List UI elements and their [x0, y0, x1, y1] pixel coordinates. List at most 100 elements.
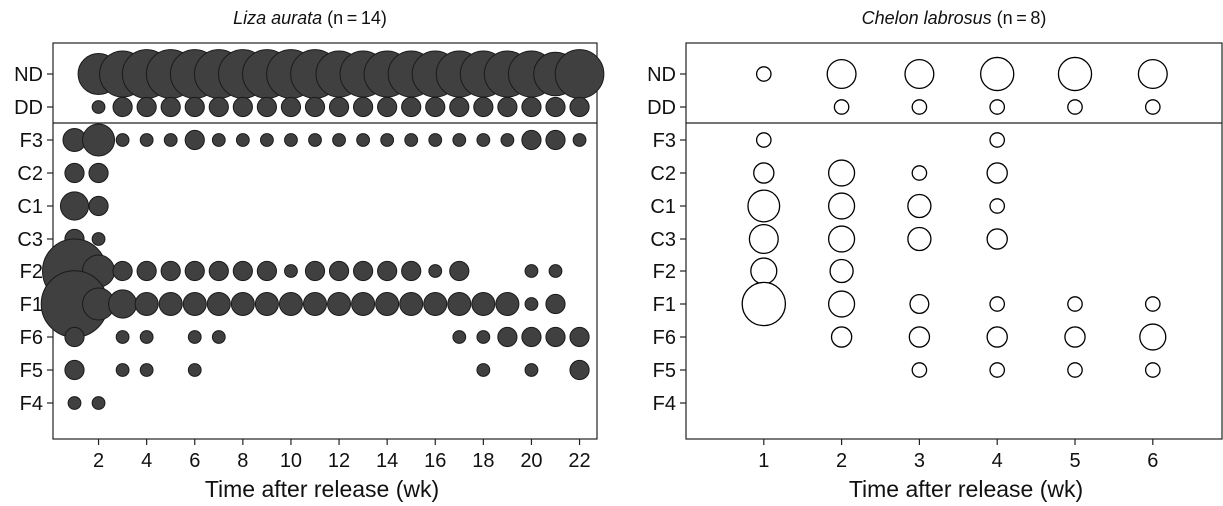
data-point [911, 165, 928, 181]
data-point [827, 225, 856, 253]
data-point [211, 330, 226, 344]
x-tick-label: 18 [472, 450, 494, 472]
x-tick-label: 12 [328, 450, 350, 472]
y-tick-label: F5 [20, 360, 43, 382]
data-point [907, 193, 932, 219]
data-point [139, 133, 154, 147]
data-point [308, 133, 322, 147]
data-point [569, 96, 590, 118]
data-point [1057, 56, 1093, 92]
data-point [911, 362, 928, 378]
data-point [235, 133, 250, 147]
data-point [82, 123, 116, 157]
data-point [524, 363, 539, 377]
data-point [471, 291, 496, 317]
data-point [524, 264, 539, 278]
data-point [425, 96, 446, 118]
data-point [136, 260, 157, 282]
chart-title: Liza aurata (n = 14) [233, 8, 387, 28]
x-tick-label: 16 [424, 450, 446, 472]
data-point [302, 291, 328, 317]
y-tick-label: ND [647, 64, 676, 86]
data-point [452, 330, 467, 344]
y-tick-label: C3 [17, 229, 43, 251]
data-point [1144, 296, 1161, 312]
data-point [521, 96, 542, 118]
data-point [184, 260, 205, 282]
x-tick-label: 5 [1069, 450, 1080, 472]
x-tick-label: 4 [992, 450, 1003, 472]
y-tick-label: C3 [650, 229, 676, 251]
data-point [184, 129, 205, 151]
data-point [497, 326, 518, 348]
data-point [64, 359, 85, 381]
data-point [908, 326, 931, 348]
data-point [449, 260, 470, 282]
data-point [278, 291, 303, 317]
data-point [91, 396, 106, 410]
data-point [112, 260, 133, 282]
y-tick-label: F5 [653, 360, 676, 382]
data-point [1137, 58, 1168, 90]
y-tick-label: F6 [20, 327, 43, 349]
data-point [755, 132, 772, 148]
data-point [206, 291, 231, 317]
data-point [208, 96, 229, 118]
data-point [328, 96, 350, 118]
x-tick-label: 10 [280, 450, 302, 472]
data-point [554, 49, 605, 99]
data-point [989, 99, 1006, 115]
data-point [986, 228, 1008, 250]
y-tick-label: ND [14, 64, 43, 86]
data-point [986, 162, 1008, 184]
data-point [404, 133, 419, 147]
data-point [304, 260, 326, 282]
x-tick-label: 2 [836, 450, 847, 472]
data-point [353, 96, 374, 118]
data-point [753, 162, 775, 184]
y-tick-label: C1 [650, 196, 676, 218]
x-tick-label: 22 [568, 450, 590, 472]
data-point [108, 289, 138, 319]
data-point [158, 291, 183, 317]
chart-title: Chelon labrosus (n = 8) [862, 8, 1047, 28]
data-point [473, 96, 494, 118]
data-point [986, 326, 1008, 348]
x-tick-label: 4 [141, 450, 152, 472]
chart-panel-chelon-labrosus: Chelon labrosus (n = 8) Time after relea… [647, 8, 1223, 502]
y-tick-label: F6 [653, 327, 676, 349]
data-point [447, 291, 472, 317]
data-point [826, 58, 857, 90]
plot-frame [52, 42, 598, 440]
data-point [256, 96, 277, 118]
data-point [377, 96, 398, 118]
data-point [500, 133, 515, 147]
x-tick-label: 8 [237, 450, 248, 472]
data-point [833, 99, 850, 115]
data-point [182, 291, 207, 317]
data-point [989, 132, 1006, 148]
data-point [284, 264, 298, 278]
data-point [88, 162, 109, 184]
y-tick-label: F1 [20, 294, 43, 316]
data-point [545, 96, 566, 118]
data-point [284, 133, 298, 147]
data-point [91, 100, 106, 114]
x-tick-label: 14 [376, 450, 398, 472]
data-point [115, 363, 130, 377]
data-point [476, 363, 491, 377]
data-point [909, 293, 930, 315]
data-point [452, 133, 467, 147]
data-point [521, 129, 542, 151]
data-point [59, 191, 90, 221]
x-tick-label: 6 [189, 450, 200, 472]
y-tick-label: F4 [653, 393, 676, 415]
data-point [524, 297, 539, 311]
data-point [254, 291, 279, 317]
data-point [449, 96, 470, 118]
data-point [401, 96, 422, 118]
data-point [428, 264, 443, 278]
data-point [328, 260, 350, 282]
data-point [256, 260, 277, 282]
title-count: (n = 8) [992, 8, 1047, 28]
